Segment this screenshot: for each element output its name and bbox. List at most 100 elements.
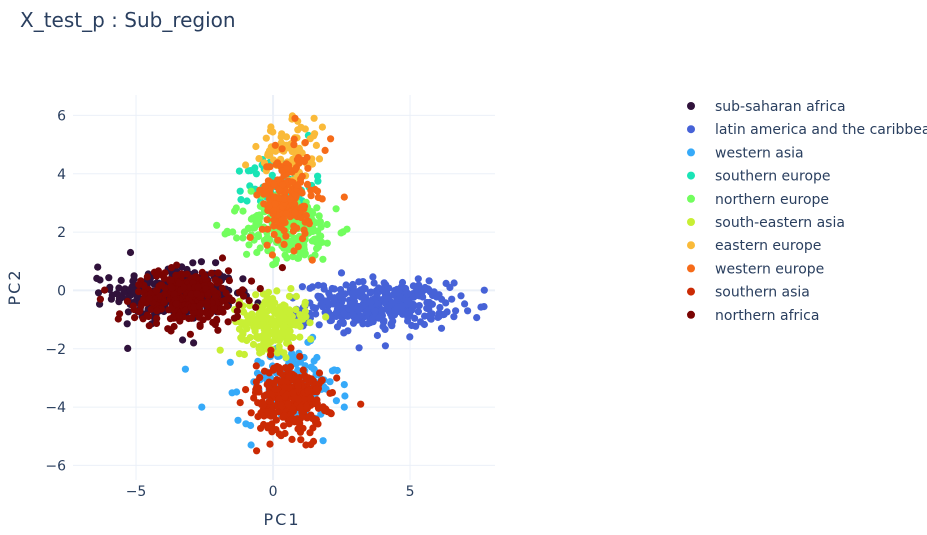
data-point[interactable] — [265, 202, 273, 210]
data-point[interactable] — [213, 317, 221, 325]
data-point[interactable] — [242, 161, 250, 169]
data-point[interactable] — [305, 413, 313, 421]
data-point[interactable] — [415, 281, 423, 289]
data-point[interactable] — [197, 258, 205, 266]
data-point[interactable] — [275, 395, 283, 403]
data-point[interactable] — [265, 178, 273, 186]
data-point[interactable] — [299, 156, 307, 165]
data-point[interactable] — [170, 312, 178, 320]
data-point[interactable] — [280, 240, 288, 248]
data-point[interactable] — [281, 393, 289, 401]
data-point[interactable] — [237, 196, 245, 204]
data-point[interactable] — [310, 365, 318, 373]
data-point[interactable] — [187, 314, 195, 322]
data-point[interactable] — [235, 301, 243, 309]
data-point[interactable] — [196, 321, 204, 329]
data-point[interactable] — [263, 241, 271, 249]
data-point[interactable] — [406, 333, 414, 341]
data-point[interactable] — [267, 346, 275, 354]
data-point[interactable] — [254, 384, 263, 392]
data-point[interactable] — [302, 212, 310, 220]
data-point[interactable] — [306, 429, 314, 437]
data-point[interactable] — [290, 247, 298, 255]
legend-item[interactable]: northern europe — [687, 192, 829, 208]
data-point[interactable] — [198, 268, 206, 276]
data-point[interactable] — [265, 339, 273, 347]
data-point[interactable] — [242, 386, 250, 394]
data-point[interactable] — [287, 285, 295, 293]
data-point[interactable] — [332, 308, 341, 316]
data-point[interactable] — [283, 254, 291, 262]
data-point[interactable] — [314, 177, 322, 185]
data-point[interactable] — [302, 313, 310, 321]
data-point[interactable] — [355, 278, 363, 286]
data-point[interactable] — [252, 362, 260, 370]
data-point[interactable] — [243, 250, 251, 258]
data-point[interactable] — [332, 205, 340, 213]
data-point[interactable] — [235, 167, 243, 175]
data-point[interactable] — [355, 344, 363, 352]
data-point[interactable] — [123, 297, 132, 305]
data-point[interactable] — [206, 310, 215, 318]
data-point[interactable] — [298, 172, 306, 180]
data-point[interactable] — [175, 279, 183, 287]
data-point[interactable] — [369, 273, 377, 281]
data-point[interactable] — [268, 306, 276, 314]
data-point[interactable] — [275, 186, 283, 194]
data-point[interactable] — [263, 163, 271, 171]
data-point[interactable] — [327, 409, 335, 417]
series-9[interactable] — [96, 254, 286, 338]
data-point[interactable] — [355, 287, 363, 295]
data-point[interactable] — [181, 306, 189, 314]
data-point[interactable] — [313, 400, 321, 408]
data-point[interactable] — [412, 322, 420, 330]
data-point[interactable] — [265, 397, 274, 405]
data-point[interactable] — [378, 306, 386, 314]
data-point[interactable] — [301, 301, 309, 309]
data-point[interactable] — [195, 302, 204, 310]
data-point[interactable] — [240, 350, 248, 359]
data-point[interactable] — [107, 295, 115, 303]
legend-item[interactable]: sub-saharan africa — [687, 99, 846, 115]
data-point[interactable] — [333, 374, 341, 382]
data-point[interactable] — [216, 346, 224, 354]
data-point[interactable] — [285, 292, 294, 300]
data-point[interactable] — [124, 308, 132, 316]
data-point[interactable] — [312, 310, 320, 318]
data-point[interactable] — [285, 372, 293, 380]
data-point[interactable] — [317, 232, 325, 240]
data-point[interactable] — [425, 277, 433, 285]
data-point[interactable] — [287, 195, 295, 203]
data-point[interactable] — [179, 336, 187, 344]
data-point[interactable] — [323, 220, 331, 229]
data-point[interactable] — [382, 294, 390, 302]
data-point[interactable] — [264, 408, 272, 416]
data-point[interactable] — [222, 289, 230, 297]
data-point[interactable] — [384, 304, 392, 312]
data-point[interactable] — [239, 207, 247, 215]
data-point[interactable] — [341, 392, 349, 400]
data-point[interactable] — [278, 371, 286, 379]
data-point[interactable] — [181, 365, 189, 373]
data-point[interactable] — [404, 310, 413, 318]
data-point[interactable] — [170, 322, 178, 331]
data-point[interactable] — [293, 181, 301, 189]
data-point[interactable] — [435, 312, 443, 320]
data-point[interactable] — [373, 290, 381, 298]
data-point[interactable] — [130, 272, 138, 280]
data-point[interactable] — [275, 363, 283, 372]
legend-item[interactable]: western asia — [687, 145, 804, 161]
data-point[interactable] — [124, 344, 132, 352]
data-point[interactable] — [233, 388, 241, 396]
data-point[interactable] — [187, 290, 195, 298]
data-point[interactable] — [323, 297, 331, 305]
data-point[interactable] — [190, 339, 198, 347]
data-point[interactable] — [262, 189, 270, 197]
data-point[interactable] — [337, 293, 345, 301]
data-point[interactable] — [260, 339, 268, 347]
data-point[interactable] — [308, 237, 316, 245]
data-point[interactable] — [315, 212, 323, 220]
data-point[interactable] — [101, 286, 109, 294]
data-point[interactable] — [282, 353, 290, 362]
data-point[interactable] — [334, 302, 342, 310]
